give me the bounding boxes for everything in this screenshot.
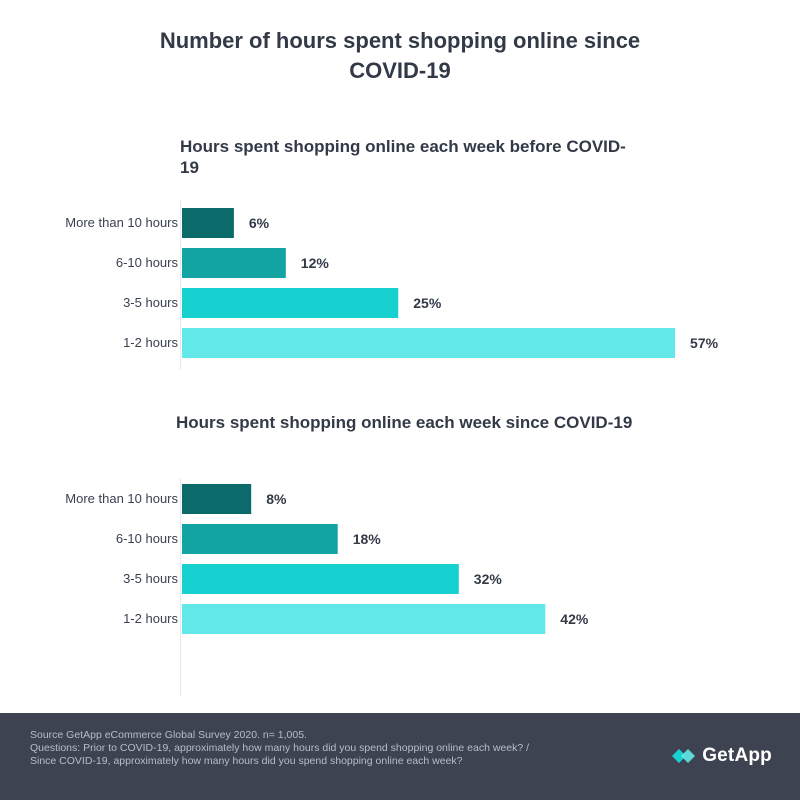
footer-text: Source GetApp eCommerce Global Survey 20… <box>30 729 530 768</box>
data-label: 8% <box>266 491 287 507</box>
axis-line-since <box>180 478 181 696</box>
questions-note: Questions: Prior to COVID-19, approximat… <box>30 742 530 767</box>
footer: Source GetApp eCommerce Global Survey 20… <box>0 713 800 800</box>
chart-title: Number of hours spent shopping online si… <box>159 28 641 83</box>
bar <box>182 328 676 358</box>
data-label: 12% <box>301 255 330 271</box>
source-note: Source GetApp eCommerce Global Survey 20… <box>30 729 307 741</box>
category-label: 1-2 hours <box>123 335 178 350</box>
panel-title-since: Hours spent shopping online each week si… <box>176 413 633 432</box>
data-label: 18% <box>353 531 382 547</box>
data-label: 42% <box>560 611 589 627</box>
axis-line-before <box>180 200 181 370</box>
category-label: 6-10 hours <box>116 531 179 546</box>
bar <box>182 288 399 318</box>
category-label: 6-10 hours <box>116 255 179 270</box>
bar <box>182 248 286 278</box>
getapp-logo: GetApp <box>672 745 772 767</box>
logo-text: GetApp <box>702 745 772 766</box>
bar <box>182 208 234 238</box>
data-label: 25% <box>413 295 442 311</box>
bar <box>182 484 252 514</box>
category-label: 3-5 hours <box>123 571 178 586</box>
category-label: More than 10 hours <box>65 215 178 230</box>
category-label: 3-5 hours <box>123 295 178 310</box>
bar <box>182 604 546 634</box>
data-label: 32% <box>474 571 503 587</box>
panel-title-before: Hours spent shopping online each week be… <box>180 137 626 177</box>
getapp-logo-icon <box>672 749 696 763</box>
category-label: 1-2 hours <box>123 611 178 626</box>
category-label: More than 10 hours <box>65 491 178 506</box>
data-label: 57% <box>690 335 719 351</box>
data-label: 6% <box>249 215 270 231</box>
bar <box>182 524 338 554</box>
bar <box>182 564 459 594</box>
